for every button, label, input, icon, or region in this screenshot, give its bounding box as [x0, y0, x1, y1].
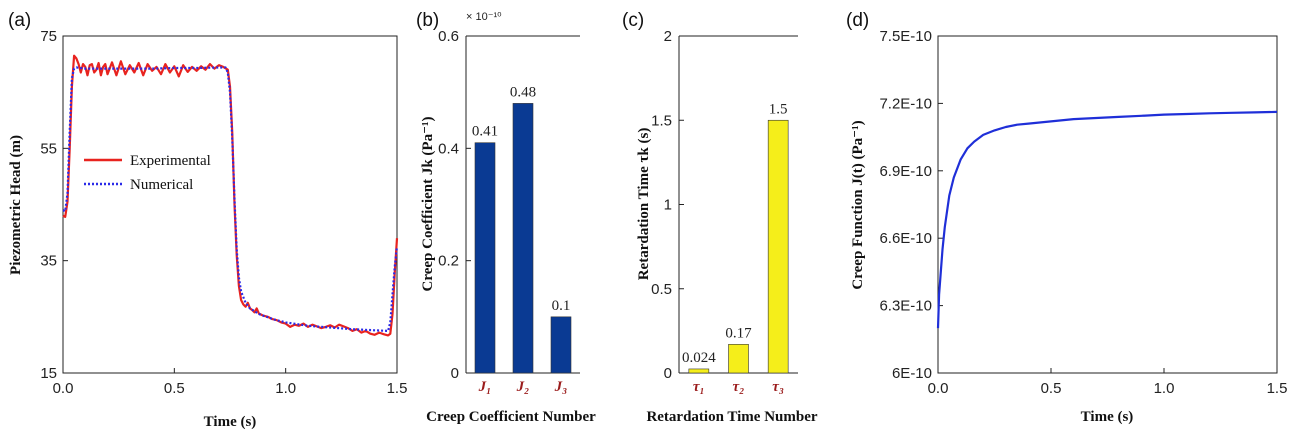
- y-tick-label: 35: [40, 253, 57, 270]
- category-label: τ₃: [772, 379, 784, 395]
- x-tick-label: 1.0: [1154, 380, 1175, 397]
- panel-d-y-axis-title: Creep Function J(t) (Pa⁻¹): [850, 120, 866, 289]
- panel-a-legend: Experimental Numerical: [84, 153, 211, 193]
- y-tick-label: 6E-10: [892, 365, 932, 382]
- experimental-line: [62, 54, 399, 337]
- x-tick-label: 1.5: [1267, 380, 1288, 397]
- x-tick-label: 1.5: [387, 380, 408, 397]
- panel-d: (d) 6E-10 6.3E-10 6.6E-10 6.9E-10 7.2E-10 7.5…: [846, 10, 1287, 425]
- panel-c-x-axis-title: Retardation Time Number: [646, 409, 817, 425]
- y-tick-label: 6.6E-10: [879, 230, 932, 247]
- panel-a: (a) 15 35 55 75 0.0 0.5 1.0 1.5 Time (s) Piezo…: [8, 10, 407, 430]
- x-tick-label: 0.0: [928, 380, 949, 397]
- y-tick-label: 6.9E-10: [879, 163, 932, 180]
- y-tick-label: 75: [40, 28, 57, 45]
- y-tick-label: 2: [664, 28, 672, 45]
- bar-value-label: 0.17: [725, 325, 752, 341]
- y-tick-label: 7.5E-10: [879, 28, 932, 45]
- panel-a-x-ticks: 0.0 0.5 1.0 1.5: [53, 368, 408, 397]
- panel-a-y-ticks: 15 35 55 75: [40, 28, 68, 382]
- y-tick-label: 0.5: [651, 281, 672, 298]
- legend-label-experimental: Experimental: [130, 153, 211, 169]
- panel-a-frame: [62, 35, 398, 374]
- category-label: τ₁: [693, 379, 705, 395]
- panel-b-label: (b): [416, 10, 439, 31]
- creep-function-line: [936, 110, 1278, 329]
- panel-b-multiplier: × 10⁻¹⁰: [466, 11, 502, 23]
- bar-value-label: 0.024: [682, 350, 716, 366]
- panel-a-y-axis-title: Piezometric Head (m): [8, 135, 24, 275]
- panel-c: (c) 0 0.5 1 1.5 2 0.024 τ₁ 0.17 τ₂ 1.5 τ₃ Retarda…: [622, 10, 818, 425]
- y-tick-label: 0.2: [438, 253, 459, 270]
- numerical-line: [62, 66, 399, 332]
- y-tick-label: 0: [451, 365, 459, 382]
- x-tick-label: 0.5: [1041, 380, 1062, 397]
- bar-2: [728, 344, 749, 374]
- category-label: J₂: [516, 379, 530, 395]
- x-tick-label: 0.5: [164, 380, 185, 397]
- bar-value-label: 0.48: [510, 84, 536, 100]
- panel-c-bars: 0.024 τ₁ 0.17 τ₂ 1.5 τ₃: [682, 101, 789, 395]
- panel-d-series: [936, 110, 1278, 329]
- y-tick-label: 15: [40, 365, 57, 382]
- category-label: τ₂: [733, 379, 745, 395]
- bar-1: [688, 368, 710, 374]
- panel-d-frame: [937, 35, 1278, 374]
- panel-d-x-axis-title: Time (s): [1081, 409, 1134, 425]
- bar-3: [767, 119, 789, 374]
- x-tick-label: 1.0: [275, 380, 296, 397]
- y-tick-label: 1: [664, 197, 672, 214]
- bar-value-label: 0.41: [472, 124, 498, 140]
- panel-b-y-ticks: 0 0.2 0.4 0.6: [438, 28, 471, 382]
- panel-c-label: (c): [622, 10, 644, 31]
- panel-c-y-axis-title: Retardation Time τk (s): [636, 128, 652, 281]
- y-tick-label: 0.6: [438, 28, 459, 45]
- panel-a-series: [62, 54, 399, 337]
- y-tick-label: 55: [40, 140, 57, 157]
- bar-2: [512, 103, 534, 374]
- y-tick-label: 1.5: [651, 112, 672, 129]
- panel-b-bars: 0.41 J₁ 0.48 J₂ 0.1 J₃: [472, 84, 572, 395]
- bar-1: [474, 142, 496, 374]
- panel-b-y-axis-title: Creep Coefficient Jk (Pa⁻¹): [420, 116, 436, 291]
- bar-value-label: 0.1: [552, 298, 571, 314]
- panel-b-x-axis-title: Creep Coefficient Number: [426, 409, 596, 425]
- panel-c-y-ticks: 0 0.5 1 1.5 2: [651, 28, 684, 382]
- panel-d-label: (d): [846, 10, 869, 31]
- bar-value-label: 1.5: [769, 101, 788, 117]
- legend-label-numerical: Numerical: [130, 177, 193, 193]
- x-tick-label: 0.0: [53, 380, 74, 397]
- y-tick-label: 7.2E-10: [879, 95, 932, 112]
- y-tick-label: 0: [664, 365, 672, 382]
- panel-d-x-ticks: 0.0 0.5 1.0 1.5: [928, 368, 1288, 397]
- bar-3: [550, 316, 572, 374]
- panel-d-y-ticks: 6E-10 6.3E-10 6.6E-10 6.9E-10 7.2E-10 7.5E-10: [879, 28, 943, 382]
- y-tick-label: 0.4: [438, 140, 459, 157]
- category-label: J₃: [554, 379, 568, 395]
- category-label: J₁: [478, 379, 492, 395]
- panel-a-label: (a): [8, 10, 31, 31]
- panel-b: (b) × 10⁻¹⁰ 0 0.2 0.4 0.6 0.41 J₁ 0.48 J₂ 0.1 J₃…: [416, 10, 596, 425]
- y-tick-label: 6.3E-10: [879, 298, 932, 315]
- panel-a-x-axis-title: Time (s): [204, 414, 257, 430]
